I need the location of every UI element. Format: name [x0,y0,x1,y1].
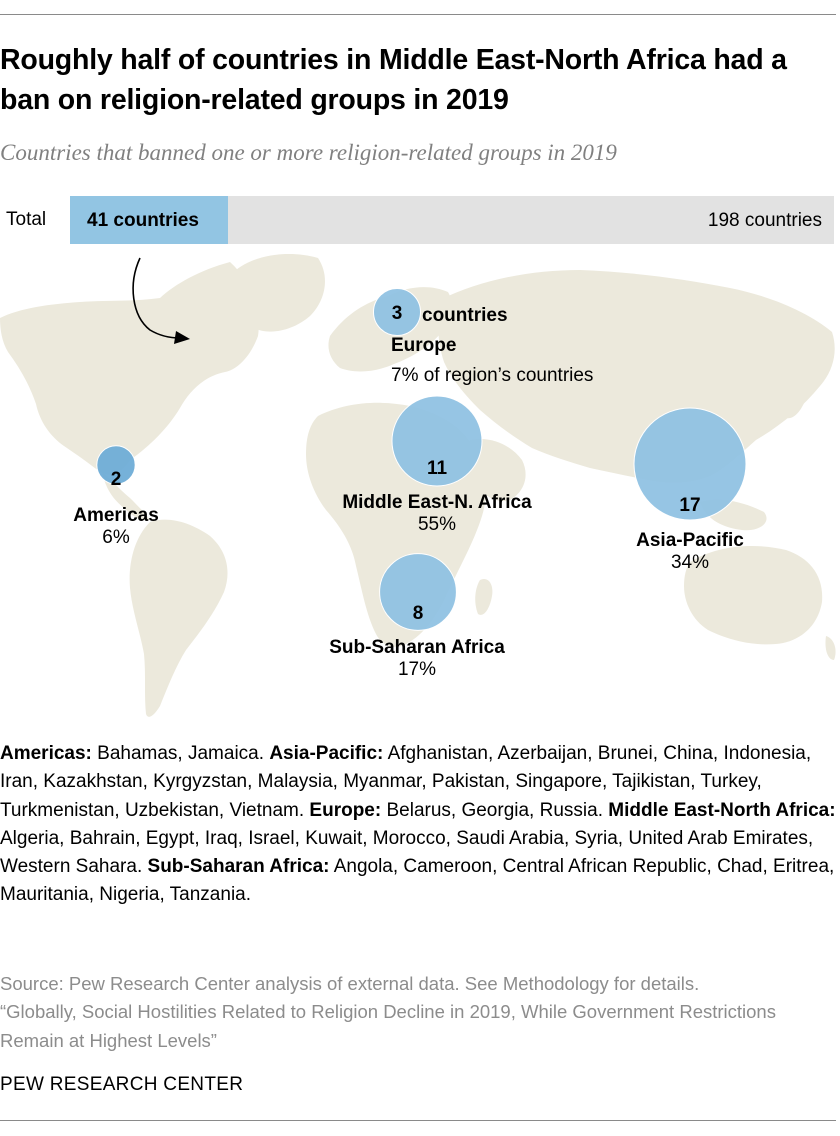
americas-label: Americas 6% [73,505,159,549]
bottom-rule [0,1120,836,1121]
total-bar-total-label: 198 countries [707,210,822,231]
legend-asia-label: Asia-Pacific: [269,743,384,764]
europe-count-label: 3 [392,303,403,324]
asia-pacific-count-label: 17 [679,495,700,516]
world-map: 3 2 11 17 8 [0,254,836,717]
europe-suffix-text: countries [422,305,508,326]
europe-suffix-label: countries [422,305,508,327]
mena-share: 55% [417,514,457,535]
legend-mena-label: Middle East-North Africa: [608,799,836,821]
mena-region-name: Middle East-N. Africa [342,492,532,513]
total-bar-fill-label: 41 countries [87,210,199,231]
report-title: “Globally, Social Hostilities Related to… [0,1001,776,1051]
ssa-bubble [379,553,457,631]
bubble-layer: 3 2 11 17 8 [96,288,747,631]
asia-pacific-label: Asia-Pacific 34% [636,530,744,574]
europe-bubble [373,288,421,336]
chart-subtitle: Countries that banned one or more religi… [0,140,617,165]
americas-share: 6% [102,527,130,548]
asia-pacific-region-name: Asia-Pacific [636,530,744,551]
legend-ssa-label: Sub-Saharan Africa: [147,856,330,878]
pointer-arrow-head [174,331,190,344]
legend-ssa-text: Angola, Cameroon, Central African Republ… [0,856,835,906]
legend-asia-text: Afghanistan, Azerbaijan, Brunei, China, … [0,743,812,821]
europe-region-name: Europe [391,335,457,356]
asia-pacific-bubble [633,407,747,521]
europe-label: Europe 7% of region’s countries [391,335,593,387]
legend-europe-label: Europe: [309,799,382,821]
americas-count-label: 2 [111,469,122,490]
source-note: Source: Pew Research Center analysis of … [0,970,836,1055]
organization-name: PEW RESEARCH CENTER [0,1074,244,1095]
total-bar-fill [70,196,229,244]
top-rule [0,14,836,15]
pointer-arrow-line [132,257,181,339]
source-text: Source: Pew Research Center analysis of … [0,973,700,994]
europe-share: 7% of region’s countries [391,365,594,386]
mena-bubble [391,395,483,487]
ssa-share: 17% [397,659,437,680]
ssa-count-label: 8 [413,603,424,624]
ssa-region-name: Sub-Saharan Africa [329,637,505,658]
legend-europe-text: Belarus, Georgia, Russia. [381,799,609,821]
chart-title: Roughly half of countries in Middle East… [0,44,787,116]
americas-bubble [96,445,136,485]
country-legend: Americas: Bahamas, Jamaica. Asia-Pacific… [0,740,836,910]
legend-americas-text: Bahamas, Jamaica. [91,743,270,764]
ssa-label: Sub-Saharan Africa 17% [329,637,505,681]
mena-label: Middle East-N. Africa 55% [342,492,531,536]
asia-pacific-share: 34% [670,552,710,573]
legend-americas-label: Americas: [0,743,92,764]
total-bar-label: Total [6,209,47,230]
legend-mena-text: Algeria, Bahrain, Egypt, Iraq, Israel, K… [0,827,814,878]
mena-count-label: 11 [427,458,448,479]
americas-region-name: Americas [73,505,159,526]
